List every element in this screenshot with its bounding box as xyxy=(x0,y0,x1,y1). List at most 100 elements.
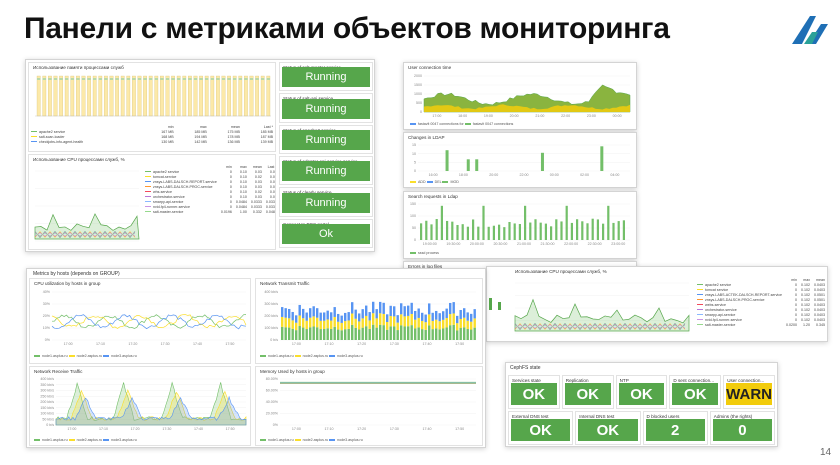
cpu-legend-value: 0 xyxy=(229,179,232,184)
cpu-legend-value: 0.10 xyxy=(239,189,247,194)
tx-bar-segment xyxy=(393,326,396,340)
tx-bar-segment xyxy=(403,326,406,340)
tx-x-tick: 17:00 xyxy=(292,342,301,346)
cpu-right-legend-row: salt-master-service 0.0200 1.20 0.3450.0410 xyxy=(695,322,828,327)
legend-swatch xyxy=(294,355,301,357)
tx-bar-segment xyxy=(463,308,466,318)
tx-bar-segment xyxy=(459,318,462,328)
cpu-hosts-x-tick: 17:20 xyxy=(128,342,137,346)
memory-bar xyxy=(244,75,248,117)
memory-bar xyxy=(165,75,170,117)
legend-swatch xyxy=(329,355,336,357)
search-bar xyxy=(440,205,443,240)
cpu-hosts-x-tick: 17:40 xyxy=(193,342,202,346)
cpu-legend-value: 0 xyxy=(229,204,232,209)
tx-bar-segment xyxy=(302,327,305,340)
cpu-right-legend-value: 0.0403 xyxy=(814,312,826,317)
cpu-right-legend-value: 0 xyxy=(795,317,798,322)
cpu-legend-name: znsys-LABS-DALSCH-REPORT-service xyxy=(143,179,219,184)
cephfs-tile-value: OK xyxy=(511,419,571,441)
hosts-title: Metrics by hosts (depends on GROUP) xyxy=(33,271,120,277)
tx-bar-segment xyxy=(428,303,431,315)
connections-x-tick: 22:00 xyxy=(561,114,570,118)
legend-swatch xyxy=(145,200,151,203)
search-bar xyxy=(487,226,490,240)
cpu-legend-value: 0.03 xyxy=(254,179,262,184)
memory-legend-header: Last * xyxy=(263,124,273,129)
legend-swatch xyxy=(697,303,703,306)
legend-label: node3.asplus.ru xyxy=(337,354,363,358)
cpu-legend-name: znsys-LABS-DALSCH-PROC-service xyxy=(143,184,219,189)
cpu-legend-value: 0.02 xyxy=(254,174,262,179)
cpu-series-green xyxy=(514,298,690,332)
search-y-tick: 50 xyxy=(412,226,416,230)
tx-bar-segment xyxy=(456,315,459,324)
cephfs-tile: User connection... WARN xyxy=(723,375,775,409)
memory-bar-cap xyxy=(233,78,237,80)
tx-bar-segment xyxy=(295,330,298,340)
mem-hosts-x-tick: 17:40 xyxy=(423,427,432,431)
tx-stacked-bar-chart: 400 kb/s 300 kb/s 200 kb/s 100 kb/s 0 b/s 17:… xyxy=(264,290,476,346)
tx-bar-segment xyxy=(379,324,382,340)
memory-bar-cap xyxy=(266,78,270,80)
legend-swatch xyxy=(410,181,416,183)
tx-bar-segment xyxy=(351,313,354,325)
tx-bar-segment xyxy=(473,309,476,319)
legend-label: node3.asplus.ru xyxy=(337,438,363,442)
cpu-hosts-x-tick: 17:30 xyxy=(161,342,170,346)
tx-bar-segment xyxy=(386,322,389,330)
legend-swatch xyxy=(410,252,416,254)
tx-bar-segment xyxy=(330,328,333,340)
memory-legend-row: checkjobs-info-agent-health 130 MB 142 MB 1… xyxy=(29,139,275,144)
tx-bar-segment xyxy=(337,321,340,330)
tx-bar-segment xyxy=(333,316,336,327)
cpu-legend-name: whs-service xyxy=(143,189,219,194)
memory-bar xyxy=(104,75,108,117)
cpu-hosts-series xyxy=(51,314,247,329)
cpu-series-line xyxy=(34,233,136,236)
legend-swatch xyxy=(145,185,151,188)
cpu-right-legend-name: orchestrator-service xyxy=(695,307,784,312)
tx-bar-segment xyxy=(470,329,473,340)
tx-bar-segment xyxy=(393,316,396,327)
legend-label: node2.asplus.ru xyxy=(76,354,103,358)
cpu-right-legend-value: 0.0200 xyxy=(786,322,798,327)
tx-bar-segment xyxy=(424,322,427,330)
memory-bar xyxy=(64,75,69,117)
changes-legend: ADD DEL MOD xyxy=(404,180,636,184)
tx-bar-segment xyxy=(340,330,343,340)
cpu-right-legend-value: 0.0403 xyxy=(814,282,826,287)
tx-bar-segment xyxy=(421,329,424,340)
memory-legend-value: 168 MB xyxy=(161,134,174,139)
cpu-right-legend-value: 0.0410 xyxy=(827,322,828,327)
cpu-hosts-x-tick: 17:50 xyxy=(225,342,234,346)
tx-bar-segment xyxy=(382,302,385,314)
memory-bar xyxy=(53,75,58,117)
memory-bar xyxy=(171,75,175,117)
legend-swatch xyxy=(697,288,703,291)
tx-bar-segment xyxy=(344,329,347,340)
status-tile: Connect to PGS portalOk xyxy=(279,218,373,248)
tx-bar-segment xyxy=(291,328,294,340)
legend-swatch xyxy=(34,439,40,441)
cpu-right-legend-value: 0.102 xyxy=(801,292,811,297)
memory-legend-value: 187 MB xyxy=(260,134,273,139)
tx-bar-segment xyxy=(365,305,368,316)
legend-label: apache2 service xyxy=(705,282,732,287)
cpu-legend-row: tomcat-service 0 0.10 0.02 0.03 xyxy=(143,174,275,179)
legend-swatch xyxy=(103,439,110,441)
cpu-hosts-panel: CPU utilization by hosts in group 40% 30%… xyxy=(29,278,251,364)
search-bar xyxy=(617,221,620,240)
search-bar xyxy=(524,205,527,240)
rx-y-tick: 50 kb/s xyxy=(42,417,54,421)
cpu-legend-value: 0.0484 xyxy=(265,209,276,214)
search-legend: sssd process xyxy=(404,251,636,255)
cpu-legend-row: smarpy-api-service 0 0.0484 0.0333 0.0333 xyxy=(143,199,275,204)
cephfs-tile-value: OK xyxy=(578,419,638,441)
tx-bar-segment xyxy=(347,328,350,340)
tx-bar-segment xyxy=(302,308,305,319)
mem-hosts-y-tick: 0% xyxy=(273,423,279,427)
tx-bar-segment xyxy=(340,315,343,323)
